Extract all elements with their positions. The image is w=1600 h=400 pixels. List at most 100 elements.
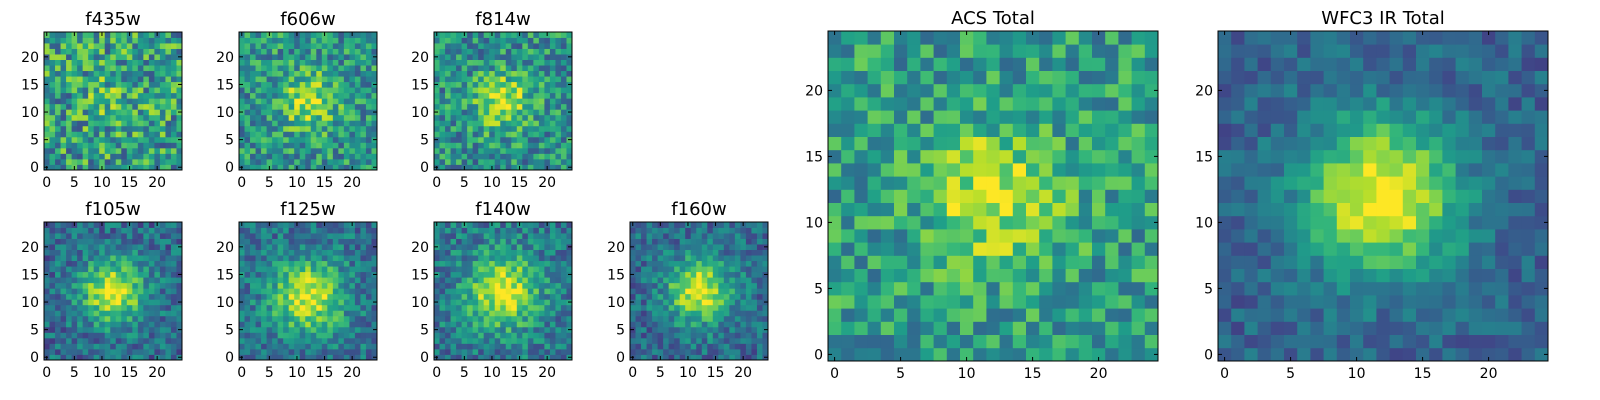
heatmap-cell: [668, 288, 675, 295]
heatmap-cell: [176, 114, 183, 121]
heatmap-cell: [560, 153, 567, 160]
heatmap-cell: [439, 332, 446, 339]
heatmap-cell: [657, 255, 664, 262]
heatmap-cell: [49, 310, 56, 317]
heatmap-cell: [66, 59, 72, 66]
heatmap-cell: [165, 315, 172, 322]
heatmap-cell: [77, 299, 84, 306]
heatmap-cell: [646, 299, 653, 306]
heatmap-cell: [907, 281, 921, 296]
heatmap-cell: [657, 337, 664, 344]
heatmap-cell: [489, 70, 496, 77]
heatmap-cell: [560, 125, 567, 132]
heatmap-cell: [1092, 321, 1106, 335]
heatmap-cell: [880, 321, 895, 335]
heatmap-cell: [170, 266, 177, 273]
heatmap-cell: [88, 32, 95, 38]
heatmap-cell: [516, 277, 523, 284]
heatmap-cell: [55, 70, 61, 77]
chart-title: f140w: [475, 199, 530, 220]
heatmap-cell: [461, 260, 468, 267]
heatmap-cell: [82, 354, 89, 361]
heatmap-cell: [456, 164, 462, 171]
heatmap-cell: [159, 244, 166, 250]
heatmap-cell: [343, 233, 350, 239]
heatmap-cell: [332, 87, 339, 94]
heatmap-cell: [483, 337, 490, 344]
heatmap-cell: [734, 277, 741, 284]
heatmap-cell: [365, 244, 372, 250]
heatmap-cell: [467, 260, 474, 267]
heatmap-cell: [538, 348, 545, 355]
heatmap-cell: [99, 282, 106, 289]
heatmap-cell: [272, 233, 279, 239]
heatmap-cell: [115, 249, 122, 256]
heatmap-cell: [500, 109, 507, 116]
heatmap-cell: [365, 136, 372, 143]
heatmap-cell: [255, 304, 262, 311]
heatmap-cell: [110, 315, 117, 322]
x-tick-label: 20: [343, 365, 361, 381]
heatmap-cell: [88, 348, 95, 355]
heatmap-cell: [316, 282, 323, 289]
heatmap-cell: [266, 81, 273, 88]
heatmap-cell: [489, 288, 496, 295]
heatmap-cell: [310, 125, 317, 132]
heatmap-cell: [478, 343, 485, 350]
heatmap-cell: [137, 43, 144, 49]
heatmap-cell: [841, 295, 855, 309]
heatmap-cell: [71, 233, 78, 239]
heatmap-cell: [445, 310, 451, 317]
heatmap-cell: [44, 255, 50, 262]
heatmap-cell: [549, 310, 556, 317]
heatmap-cell: [349, 48, 356, 55]
heatmap-cell: [299, 332, 306, 339]
heatmap-cell: [299, 315, 306, 322]
heatmap-cell: [82, 153, 89, 160]
heatmap-cell: [343, 304, 350, 311]
heatmap-cell: [66, 315, 72, 322]
heatmap-cell: [712, 266, 719, 273]
heatmap-cell: [467, 48, 474, 55]
heatmap-cell: [674, 332, 681, 339]
heatmap-cell: [170, 164, 177, 171]
heatmap-cell: [712, 277, 719, 284]
heatmap-cell: [718, 255, 725, 262]
heatmap-cell: [566, 131, 573, 138]
heatmap-cell: [434, 65, 440, 72]
heatmap-cell: [522, 136, 529, 143]
heatmap-cell: [723, 233, 730, 239]
heatmap-cell: [445, 299, 451, 306]
x-tick-label: 0: [237, 175, 246, 191]
heatmap-cell: [668, 299, 675, 306]
heatmap-cell: [494, 98, 501, 105]
heatmap-cell: [439, 354, 446, 361]
heatmap-cell: [316, 354, 323, 361]
heatmap-cell: [66, 164, 72, 171]
heatmap-cell: [272, 288, 279, 295]
heatmap-cell: [456, 125, 462, 132]
heatmap-cell: [321, 76, 328, 83]
heatmap-cell: [338, 164, 345, 171]
heatmap-cell: [450, 87, 457, 94]
heatmap-cell: [1092, 308, 1106, 322]
heatmap-cell: [148, 142, 155, 149]
heatmap-cell: [371, 153, 378, 160]
heatmap-cell: [483, 326, 490, 333]
heatmap-cell: [115, 153, 122, 160]
heatmap-cell: [652, 354, 658, 361]
heatmap-cell: [244, 59, 251, 66]
heatmap-cell: [544, 282, 551, 289]
heatmap-cell: [549, 70, 556, 77]
heatmap-cell: [327, 304, 334, 311]
heatmap-cell: [143, 222, 150, 228]
heatmap-cell: [165, 43, 172, 49]
heatmap-cell: [751, 299, 758, 306]
heatmap-cell: [999, 229, 1014, 243]
heatmap-cell: [483, 310, 490, 317]
heatmap-cell: [176, 315, 183, 322]
heatmap-cell: [310, 98, 317, 105]
heatmap-cell: [999, 176, 1014, 190]
heatmap-cell: [143, 120, 150, 127]
heatmap-cell: [1105, 281, 1119, 296]
